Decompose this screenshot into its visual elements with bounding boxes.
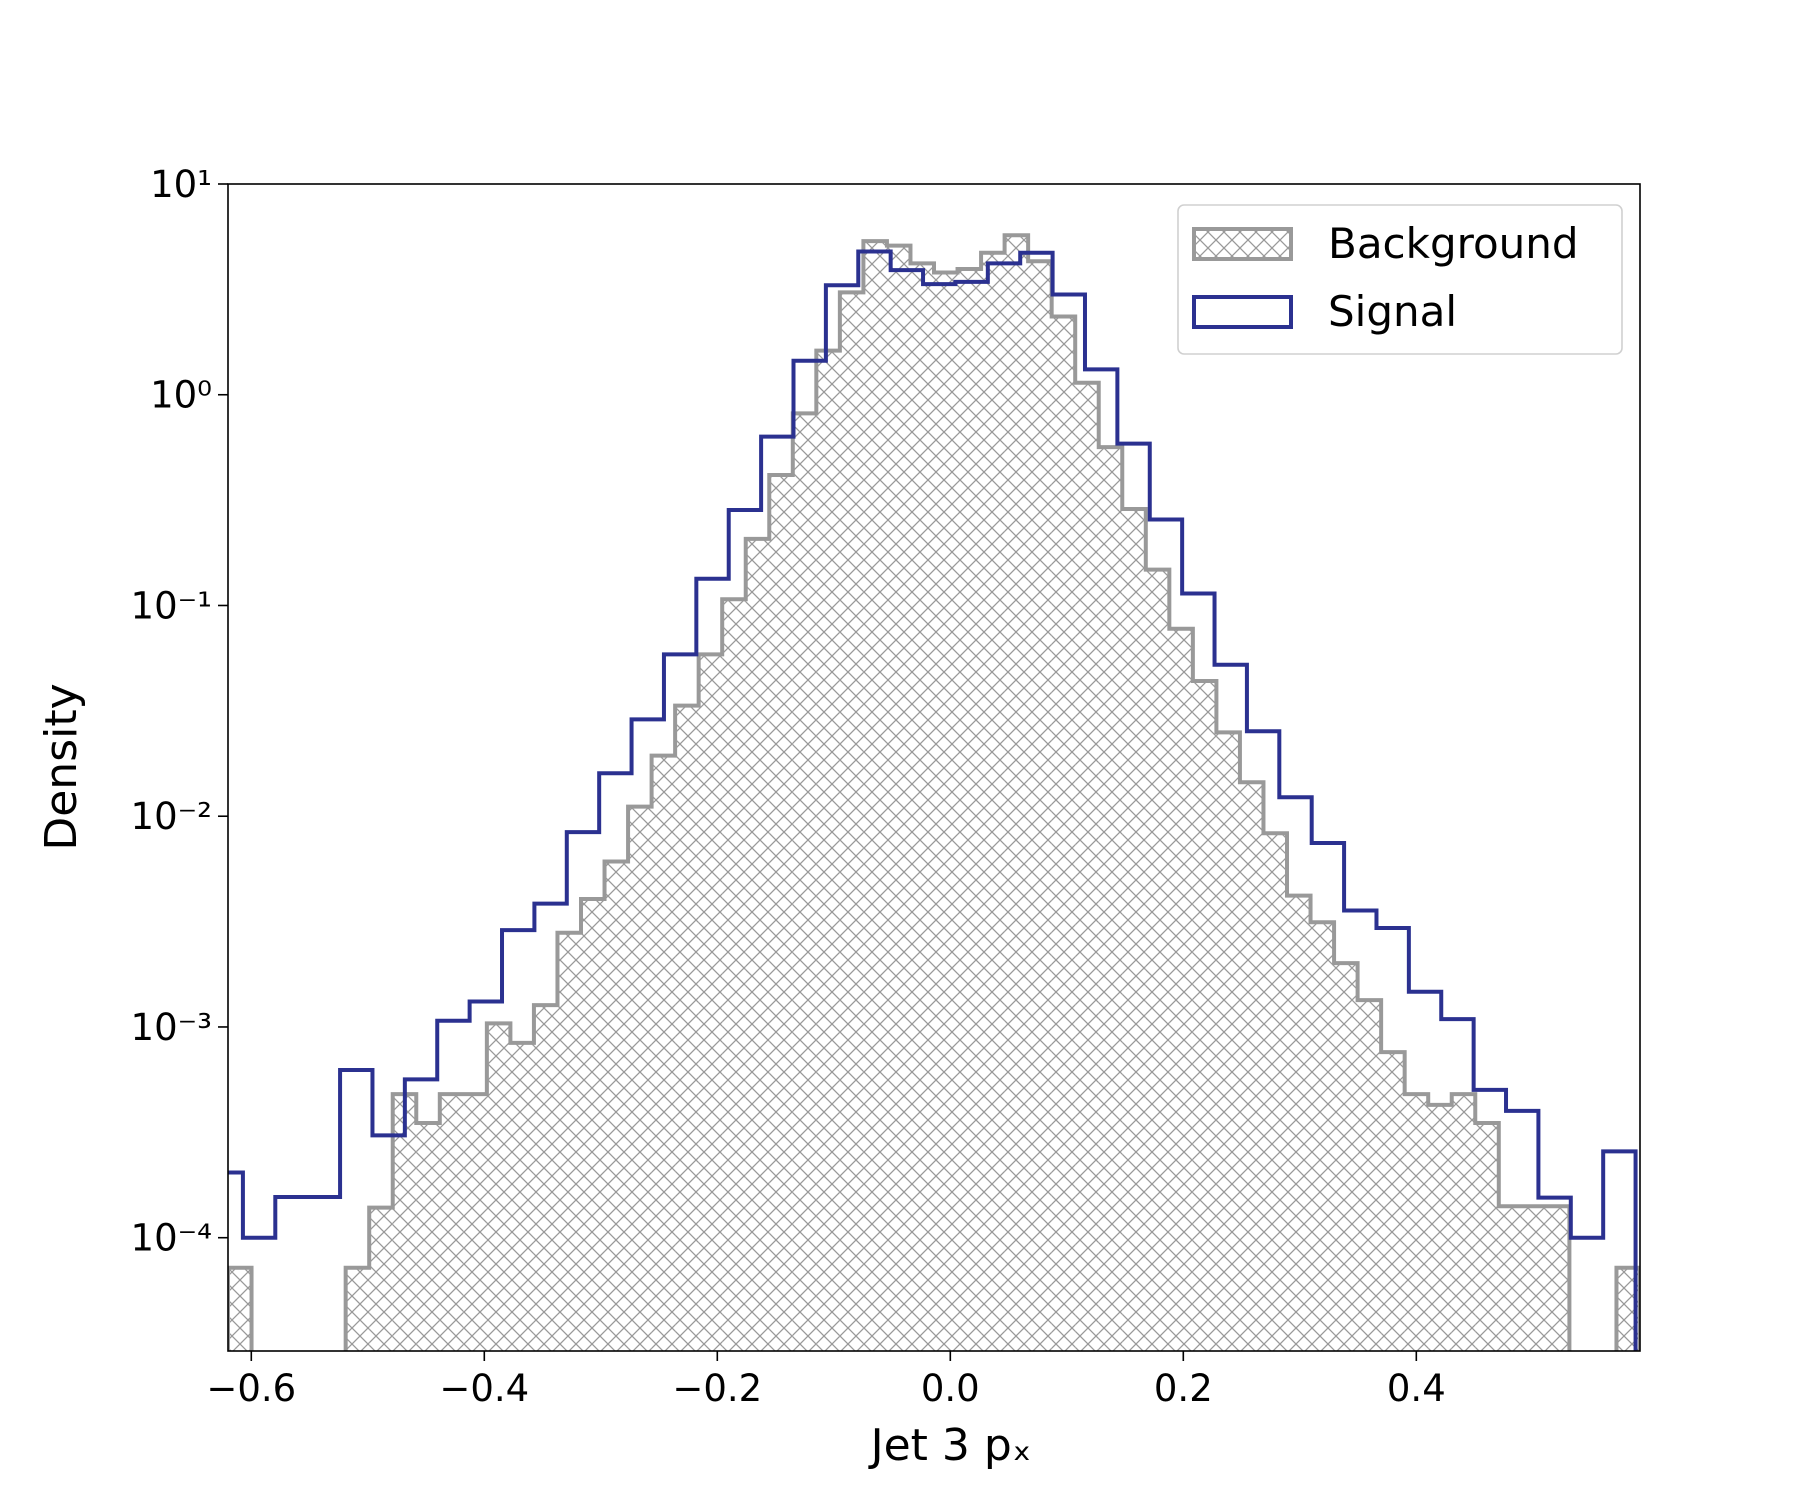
axes-frame: [227, 183, 1641, 1352]
x-tick-label: 0.4: [1387, 1367, 1446, 1410]
histogram-bar: [675, 705, 699, 1351]
histogram-bar: [1451, 1094, 1476, 1351]
x-axis-label: Jet 3 pₓ: [868, 1420, 1032, 1471]
histogram-bar: [1239, 782, 1264, 1351]
histogram-bar: [1122, 508, 1146, 1351]
histogram-bar: [1475, 1123, 1499, 1351]
histogram-bar: [1404, 1094, 1429, 1351]
histogram-bar: [581, 898, 605, 1351]
y-axis-label: Density: [36, 683, 87, 850]
histogram-bar: [1357, 1000, 1382, 1351]
histogram-bar: [439, 1094, 464, 1351]
histogram-bar: [1381, 1052, 1405, 1351]
histogram-bar: [1051, 316, 1076, 1351]
y-tick-label: 10¹: [150, 163, 212, 206]
histogram-bar: [886, 245, 911, 1351]
histogram-bar: [628, 806, 652, 1351]
histogram-bar: [1075, 382, 1099, 1351]
legend-label: Background: [1328, 219, 1579, 268]
y-tick-label: 10⁻⁴: [131, 1217, 212, 1260]
legend: Background Signal: [1177, 204, 1623, 355]
x-tick-label: −0.6: [206, 1367, 296, 1410]
histogram-bar: [486, 1023, 511, 1351]
x-tick-label: −0.4: [439, 1367, 529, 1410]
histogram-bar: [651, 755, 676, 1351]
histogram-bar: [1334, 963, 1358, 1351]
histogram-bar: [510, 1042, 534, 1351]
histogram-bar: [1498, 1206, 1523, 1351]
legend-swatch: [1192, 227, 1293, 261]
histogram-bar: [1098, 447, 1123, 1351]
legend-swatch: [1192, 295, 1293, 329]
histogram-bar: [345, 1267, 370, 1351]
y-tick-label: 10⁻³: [131, 1006, 212, 1049]
histogram-bar: [533, 1005, 558, 1351]
histogram-bar: [1263, 833, 1287, 1351]
histogram-bar: [1216, 732, 1240, 1351]
histogram-bar: [792, 413, 817, 1351]
step-outline: [228, 233, 1640, 1351]
histogram-bar: [1428, 1104, 1452, 1351]
histogram-bar: [228, 1267, 252, 1351]
histogram-bar: [839, 292, 864, 1351]
histogram-bar: [698, 654, 723, 1351]
plot-area: [228, 233, 1640, 1351]
histogram-bar: [1169, 628, 1193, 1351]
y-tick-label: 10⁻¹: [131, 584, 212, 627]
histogram-bar: [1287, 895, 1311, 1351]
y-tick-label: 10⁻²: [131, 795, 212, 838]
step-outline: [228, 249, 1638, 1351]
histogram-bar: [1310, 922, 1335, 1351]
histogram-bar: [981, 252, 1005, 1351]
histogram-bar: [1545, 1206, 1570, 1351]
histogram-bar: [722, 599, 746, 1351]
histogram-bar: [392, 1094, 417, 1351]
histogram-bar: [816, 350, 840, 1351]
histogram-bar: [957, 269, 982, 1351]
histogram-bar: [369, 1207, 393, 1351]
histogram-bar: [934, 272, 958, 1351]
histogram-bar: [416, 1123, 440, 1351]
legend-label: Signal: [1328, 287, 1457, 336]
x-tick-label: 0.2: [1154, 1367, 1213, 1410]
histogram-bar: [1004, 235, 1029, 1351]
histogram-bar: [1145, 569, 1170, 1351]
histogram-bar: [1028, 261, 1052, 1351]
histogram-bar: [557, 932, 581, 1351]
histogram-bar: [910, 263, 934, 1351]
histogram-bar: [745, 538, 770, 1351]
histogram-bar: [1192, 681, 1217, 1351]
histogram-bar: [463, 1094, 487, 1351]
histogram-bar: [604, 861, 629, 1351]
y-tick-label: 10⁰: [150, 374, 212, 417]
x-tick-label: −0.2: [672, 1367, 762, 1410]
x-tick-label: 0.0: [921, 1367, 980, 1410]
histogram-bar: [769, 475, 793, 1351]
histogram-bar: [863, 241, 887, 1351]
histogram-bar: [1522, 1206, 1546, 1351]
